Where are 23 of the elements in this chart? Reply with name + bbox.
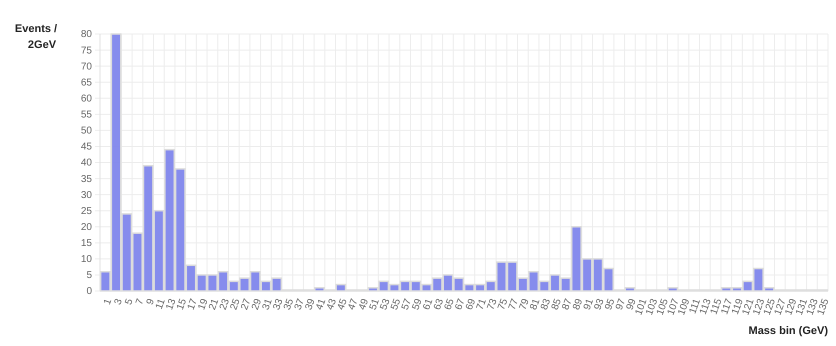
- y-tick-label: 20: [80, 222, 92, 233]
- x-tick-label: 5: [123, 296, 136, 306]
- y-tick-label: 35: [80, 174, 92, 185]
- y-tick-label: 40: [80, 158, 92, 169]
- y-tick-label: 25: [80, 206, 92, 217]
- x-tick-label: 3: [112, 296, 126, 306]
- y-tick-label: 15: [80, 238, 92, 250]
- x-axis-title: Mass bin (GeV): [748, 325, 828, 337]
- y-tick-label: 80: [80, 29, 92, 40]
- y-tick-label: 75: [80, 45, 92, 56]
- y-tick-label: 65: [80, 77, 92, 88]
- y-tick-label: 55: [80, 110, 92, 121]
- x-tick-label: 7: [134, 296, 146, 306]
- y-tick-label: 0: [86, 286, 92, 298]
- y-tick-label: 50: [80, 126, 92, 137]
- y-tick-label: 60: [80, 93, 92, 104]
- y-tick-label: 5: [86, 270, 92, 282]
- y-tick-label: 45: [80, 142, 92, 153]
- y-tick-label: 30: [80, 190, 92, 201]
- y-tick-label: 10: [80, 254, 92, 266]
- y-tick-label: 70: [80, 61, 92, 72]
- x-tick-label: 1: [102, 296, 114, 306]
- y-axis-title: Events / 2GeV: [14, 23, 58, 51]
